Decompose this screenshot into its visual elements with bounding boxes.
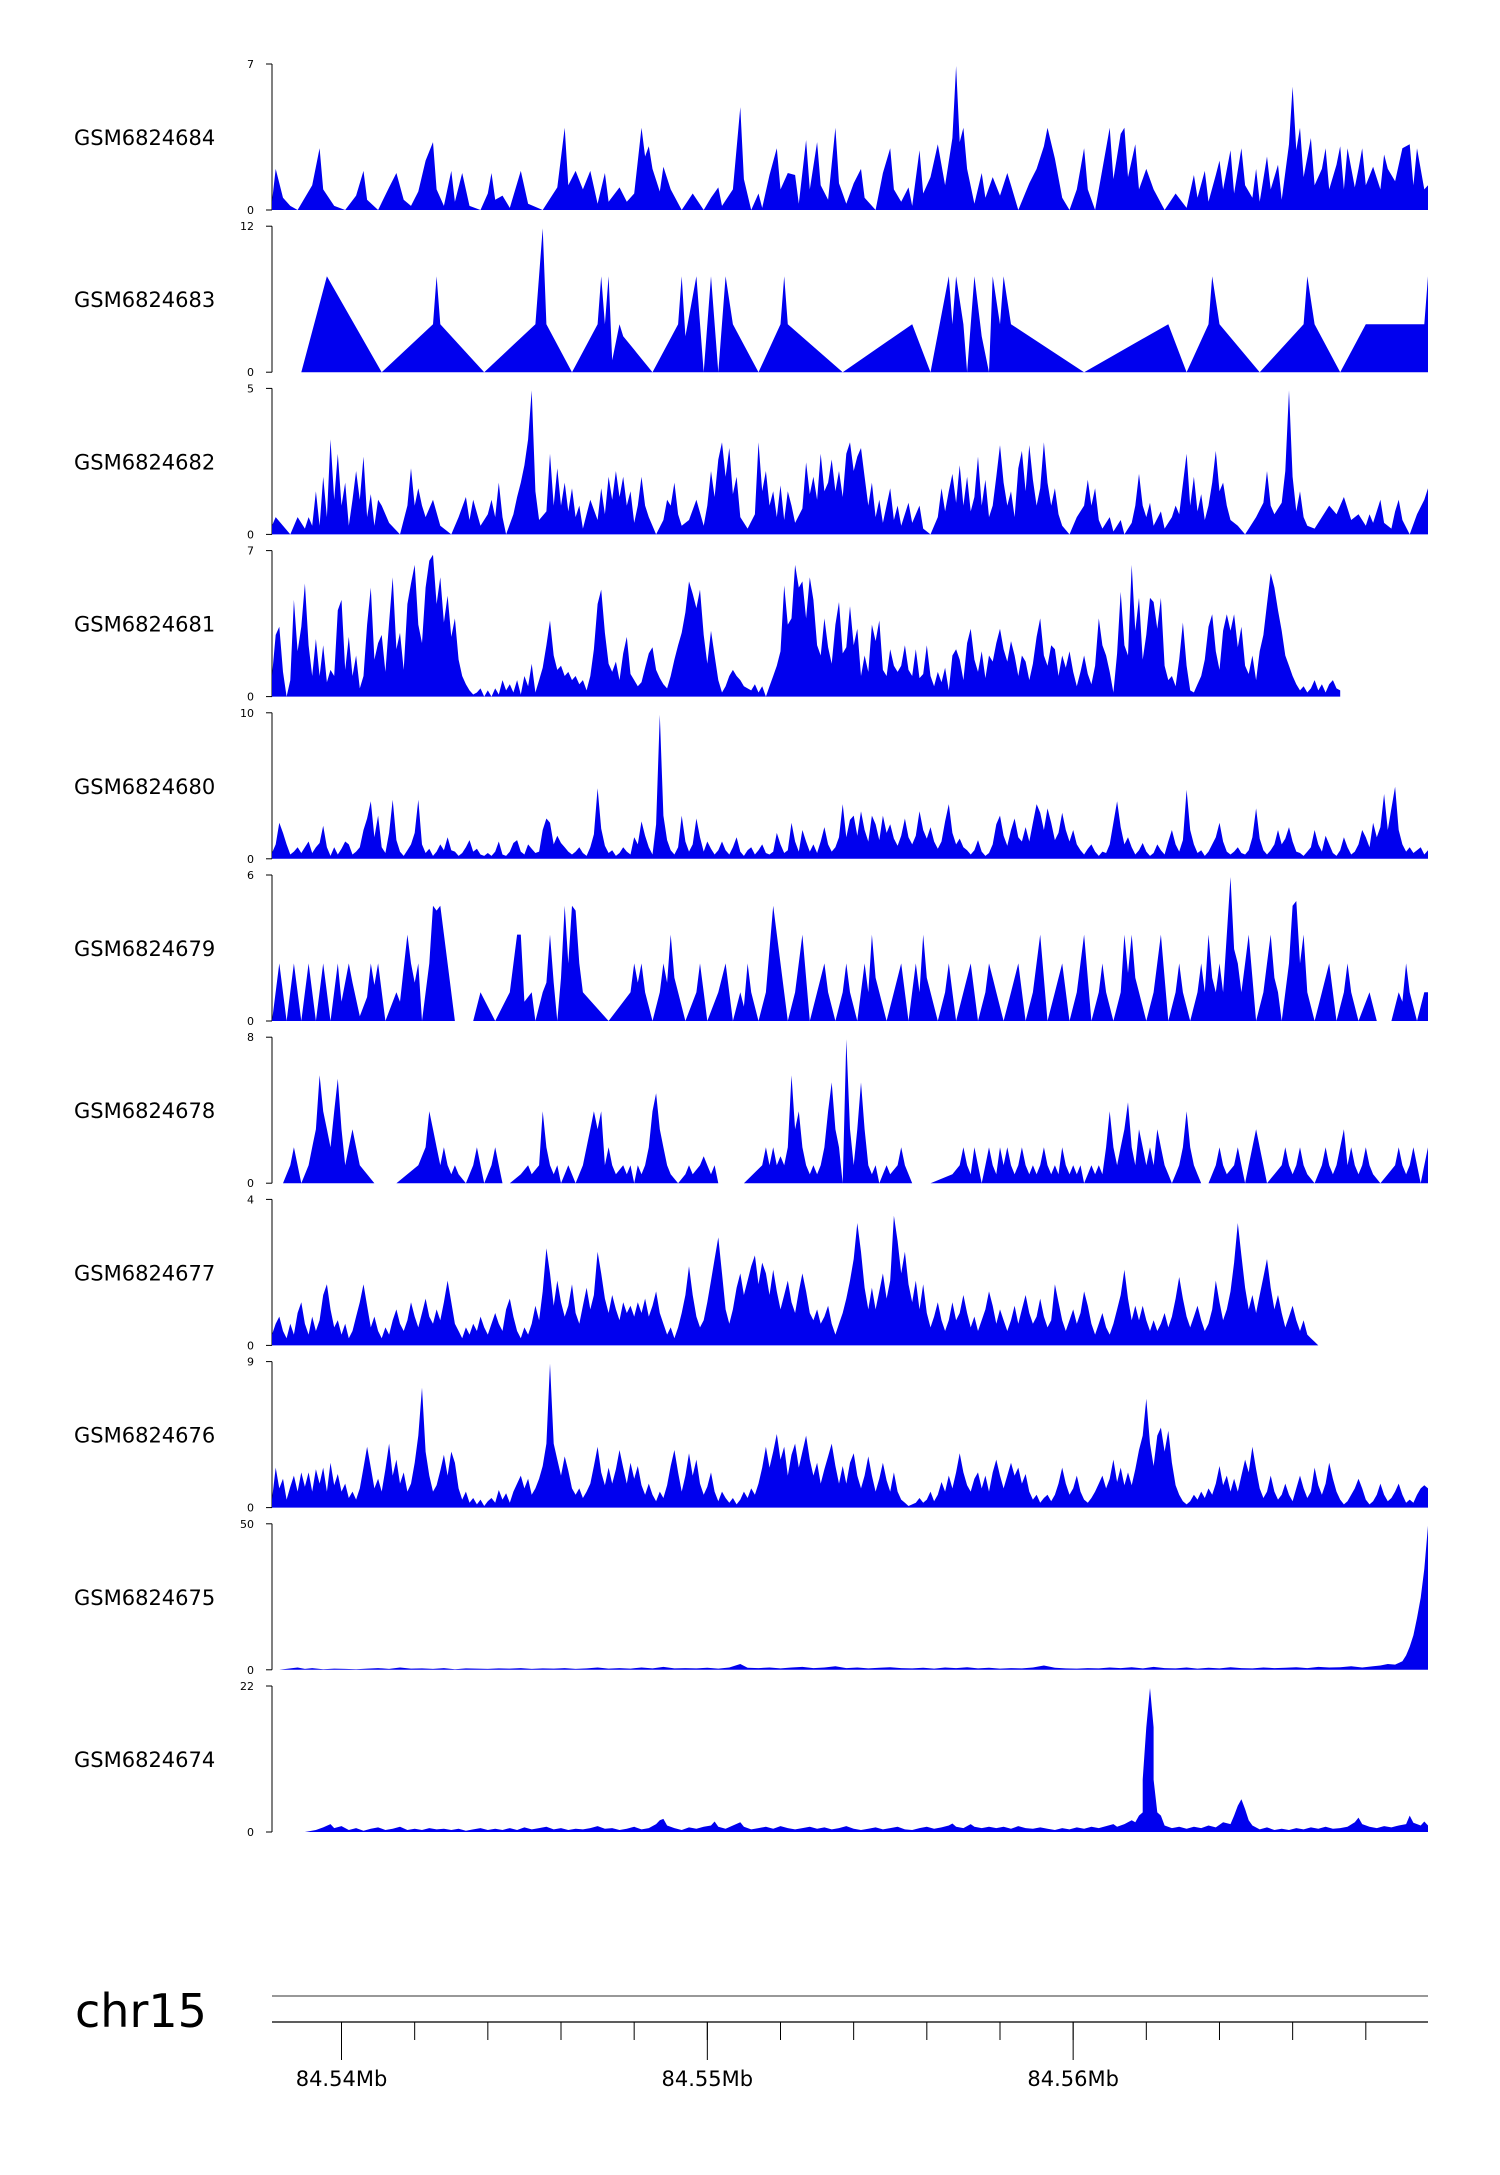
chromosome-ideogram: chr15 <box>75 1984 1428 2038</box>
track-GSM6824675: GSM6824675 50 0 <box>74 1518 1428 1677</box>
y-tick-label-zero: 0 <box>247 691 254 704</box>
signal-area <box>304 1688 1428 1832</box>
signal-area <box>272 554 1341 697</box>
track-GSM6824682: GSM6824682 5 0 <box>74 382 1428 541</box>
signal-area <box>272 66 1428 210</box>
y-tick-label-max: 9 <box>247 1356 254 1369</box>
y-tick-label-max: 8 <box>247 1031 254 1044</box>
track-label: GSM6824679 <box>74 937 215 961</box>
track-label: GSM6824674 <box>74 1748 215 1772</box>
signal-area <box>272 390 1428 535</box>
track-label: GSM6824675 <box>74 1586 215 1610</box>
signal-area <box>272 1215 1428 1346</box>
track-GSM6824677: GSM6824677 4 0 <box>74 1193 1428 1352</box>
track-label: GSM6824682 <box>74 450 215 474</box>
genomic-x-axis: 84.54Mb 84.55Mb 84.56Mb <box>272 2021 1428 2091</box>
track-GSM6824683: GSM6824683 12 0 <box>74 220 1428 379</box>
y-tick-label-zero: 0 <box>247 1826 254 1839</box>
x-tick-label: 84.54Mb <box>296 2067 388 2091</box>
track-GSM6824680: GSM6824680 10 0 <box>74 707 1428 866</box>
y-tick-label-zero: 0 <box>247 366 254 379</box>
y-tick-label-zero: 0 <box>247 1339 254 1352</box>
track-label: GSM6824678 <box>74 1099 215 1123</box>
y-tick-label-max: 22 <box>240 1680 254 1693</box>
y-tick-label-zero: 0 <box>247 1177 254 1190</box>
y-tick-label-max: 10 <box>240 707 254 720</box>
track-GSM6824676: GSM6824676 9 0 <box>74 1356 1428 1515</box>
y-tick-label-zero: 0 <box>247 528 254 541</box>
track-label: GSM6824680 <box>74 775 215 799</box>
signal-area <box>272 877 1428 1021</box>
signal-area <box>301 228 1428 373</box>
signal-area <box>272 1363 1428 1508</box>
y-tick-label-zero: 0 <box>247 1502 254 1515</box>
track-GSM6824678: GSM6824678 8 0 <box>74 1031 1428 1190</box>
y-tick-label-max: 4 <box>247 1193 254 1206</box>
track-label: GSM6824684 <box>74 126 215 150</box>
signal-area <box>283 1039 1428 1184</box>
y-tick-label-zero: 0 <box>247 204 254 217</box>
track-GSM6824674: GSM6824674 22 0 <box>74 1680 1428 1839</box>
y-tick-label-max: 12 <box>240 220 254 233</box>
y-tick-label-max: 7 <box>247 58 254 71</box>
track-label: GSM6824681 <box>74 613 215 637</box>
y-tick-label-max: 5 <box>247 382 254 395</box>
x-tick-label: 84.55Mb <box>662 2067 754 2091</box>
y-tick-label-zero: 0 <box>247 853 254 866</box>
y-tick-label-zero: 0 <box>247 1664 254 1677</box>
track-GSM6824681: GSM6824681 7 0 <box>74 545 1341 704</box>
track-GSM6824679: GSM6824679 6 0 <box>74 869 1428 1028</box>
signal-area <box>279 1525 1428 1670</box>
y-tick-label-max: 7 <box>247 545 254 558</box>
y-tick-label-max: 50 <box>240 1518 254 1531</box>
track-GSM6824684: GSM6824684 7 0 <box>74 58 1428 217</box>
x-tick-label: 84.56Mb <box>1027 2067 1119 2091</box>
tracks-layer: GSM682468470GSM6824683120GSM682468250GSM… <box>74 58 1428 1839</box>
track-label: GSM6824676 <box>74 1424 215 1448</box>
track-label: GSM6824677 <box>74 1261 215 1285</box>
y-tick-label-max: 6 <box>247 869 254 882</box>
y-tick-label-zero: 0 <box>247 1015 254 1028</box>
chromosome-label: chr15 <box>75 1984 207 2038</box>
track-label: GSM6824683 <box>74 288 215 312</box>
signal-area <box>272 714 1428 859</box>
